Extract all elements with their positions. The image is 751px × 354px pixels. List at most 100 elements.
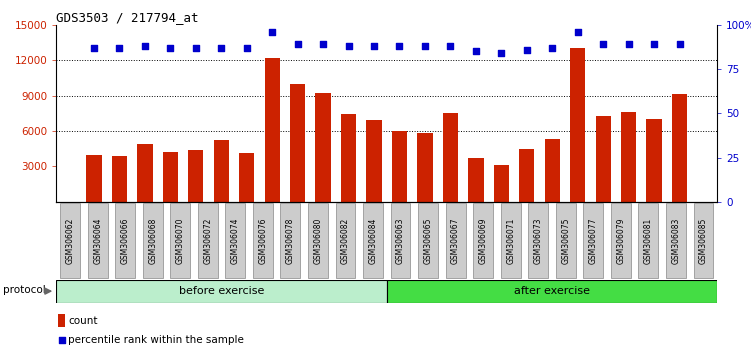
Point (648, 41, 660, 47)
Bar (387, 280, 717, 303)
Text: GSM306068: GSM306068 (148, 217, 157, 264)
Bar (112, 156, 127, 202)
Point (496, 50, 508, 56)
Text: GSM306084: GSM306084 (369, 217, 378, 264)
Text: after exercise: after exercise (514, 286, 590, 296)
FancyBboxPatch shape (170, 203, 190, 278)
FancyBboxPatch shape (666, 203, 686, 278)
Bar (418, 133, 433, 202)
Text: GSM306063: GSM306063 (396, 217, 405, 264)
Text: GSM306066: GSM306066 (121, 217, 130, 264)
Bar (392, 131, 407, 202)
Text: GSM306078: GSM306078 (286, 217, 295, 264)
Point (88, 45, 100, 51)
Bar (58, 314, 65, 327)
Text: GSM306077: GSM306077 (589, 217, 598, 264)
Point (470, 48, 482, 54)
Text: GSM306071: GSM306071 (506, 217, 515, 264)
FancyBboxPatch shape (198, 203, 218, 278)
Bar (189, 150, 204, 202)
FancyBboxPatch shape (418, 203, 438, 278)
Bar (239, 153, 255, 202)
Bar (213, 141, 229, 202)
FancyBboxPatch shape (693, 203, 713, 278)
Text: GSM306080: GSM306080 (313, 217, 322, 264)
FancyBboxPatch shape (638, 203, 659, 278)
Text: GSM306073: GSM306073 (534, 217, 543, 264)
Point (139, 43, 151, 49)
Text: GSM306076: GSM306076 (258, 217, 267, 264)
Point (520, 47, 532, 52)
Text: GSM306070: GSM306070 (176, 217, 185, 264)
Point (597, 41, 609, 47)
Point (674, 41, 686, 47)
Bar (315, 93, 330, 202)
FancyBboxPatch shape (445, 203, 466, 278)
FancyBboxPatch shape (363, 203, 383, 278)
Point (419, 43, 431, 49)
FancyBboxPatch shape (473, 203, 493, 278)
Text: GSM306081: GSM306081 (644, 217, 653, 264)
FancyBboxPatch shape (253, 203, 273, 278)
Bar (570, 48, 585, 202)
FancyBboxPatch shape (336, 203, 355, 278)
Point (164, 45, 176, 51)
Text: GSM306074: GSM306074 (231, 217, 240, 264)
Point (241, 45, 253, 51)
Point (368, 43, 380, 49)
Bar (596, 116, 611, 202)
FancyBboxPatch shape (225, 203, 246, 278)
Bar (647, 119, 662, 202)
FancyBboxPatch shape (308, 203, 328, 278)
Point (342, 43, 354, 49)
FancyBboxPatch shape (391, 203, 411, 278)
Bar (443, 113, 458, 202)
Text: GSM306079: GSM306079 (617, 217, 626, 264)
Point (572, 29, 584, 35)
Bar (621, 112, 636, 202)
Point (394, 43, 406, 49)
FancyBboxPatch shape (60, 203, 80, 278)
Text: before exercise: before exercise (179, 286, 264, 296)
Point (190, 45, 202, 51)
Bar (86, 155, 101, 202)
FancyBboxPatch shape (584, 203, 603, 278)
FancyBboxPatch shape (280, 203, 300, 278)
FancyBboxPatch shape (115, 203, 135, 278)
Text: GSM306067: GSM306067 (451, 217, 460, 264)
Point (623, 41, 635, 47)
Text: GSM306062: GSM306062 (65, 217, 74, 264)
Text: count: count (68, 316, 98, 326)
FancyBboxPatch shape (528, 203, 548, 278)
Point (317, 41, 329, 47)
Text: GSM306064: GSM306064 (93, 217, 102, 264)
Bar (544, 139, 560, 202)
Text: GSM306069: GSM306069 (478, 217, 487, 264)
Bar (163, 152, 178, 202)
Bar (264, 58, 280, 202)
Bar (341, 114, 356, 202)
Point (113, 45, 125, 51)
Text: percentile rank within the sample: percentile rank within the sample (68, 335, 244, 345)
Text: GSM306065: GSM306065 (424, 217, 433, 264)
Bar (290, 84, 306, 202)
Text: GDS3503 / 217794_at: GDS3503 / 217794_at (56, 11, 199, 24)
Text: protocol: protocol (3, 285, 46, 295)
Point (546, 45, 558, 51)
Point (216, 45, 228, 51)
FancyBboxPatch shape (611, 203, 631, 278)
FancyBboxPatch shape (556, 203, 576, 278)
Bar (672, 95, 687, 202)
Text: GSM306072: GSM306072 (204, 217, 213, 264)
Text: GSM306082: GSM306082 (341, 217, 350, 264)
Bar (493, 165, 509, 202)
Point (56, 337, 68, 343)
Bar (56, 280, 387, 303)
Bar (366, 120, 382, 202)
Point (291, 41, 303, 47)
Bar (519, 149, 535, 202)
FancyBboxPatch shape (501, 203, 520, 278)
Text: GSM306085: GSM306085 (699, 217, 708, 264)
Text: GSM306075: GSM306075 (561, 217, 570, 264)
Bar (468, 158, 484, 202)
